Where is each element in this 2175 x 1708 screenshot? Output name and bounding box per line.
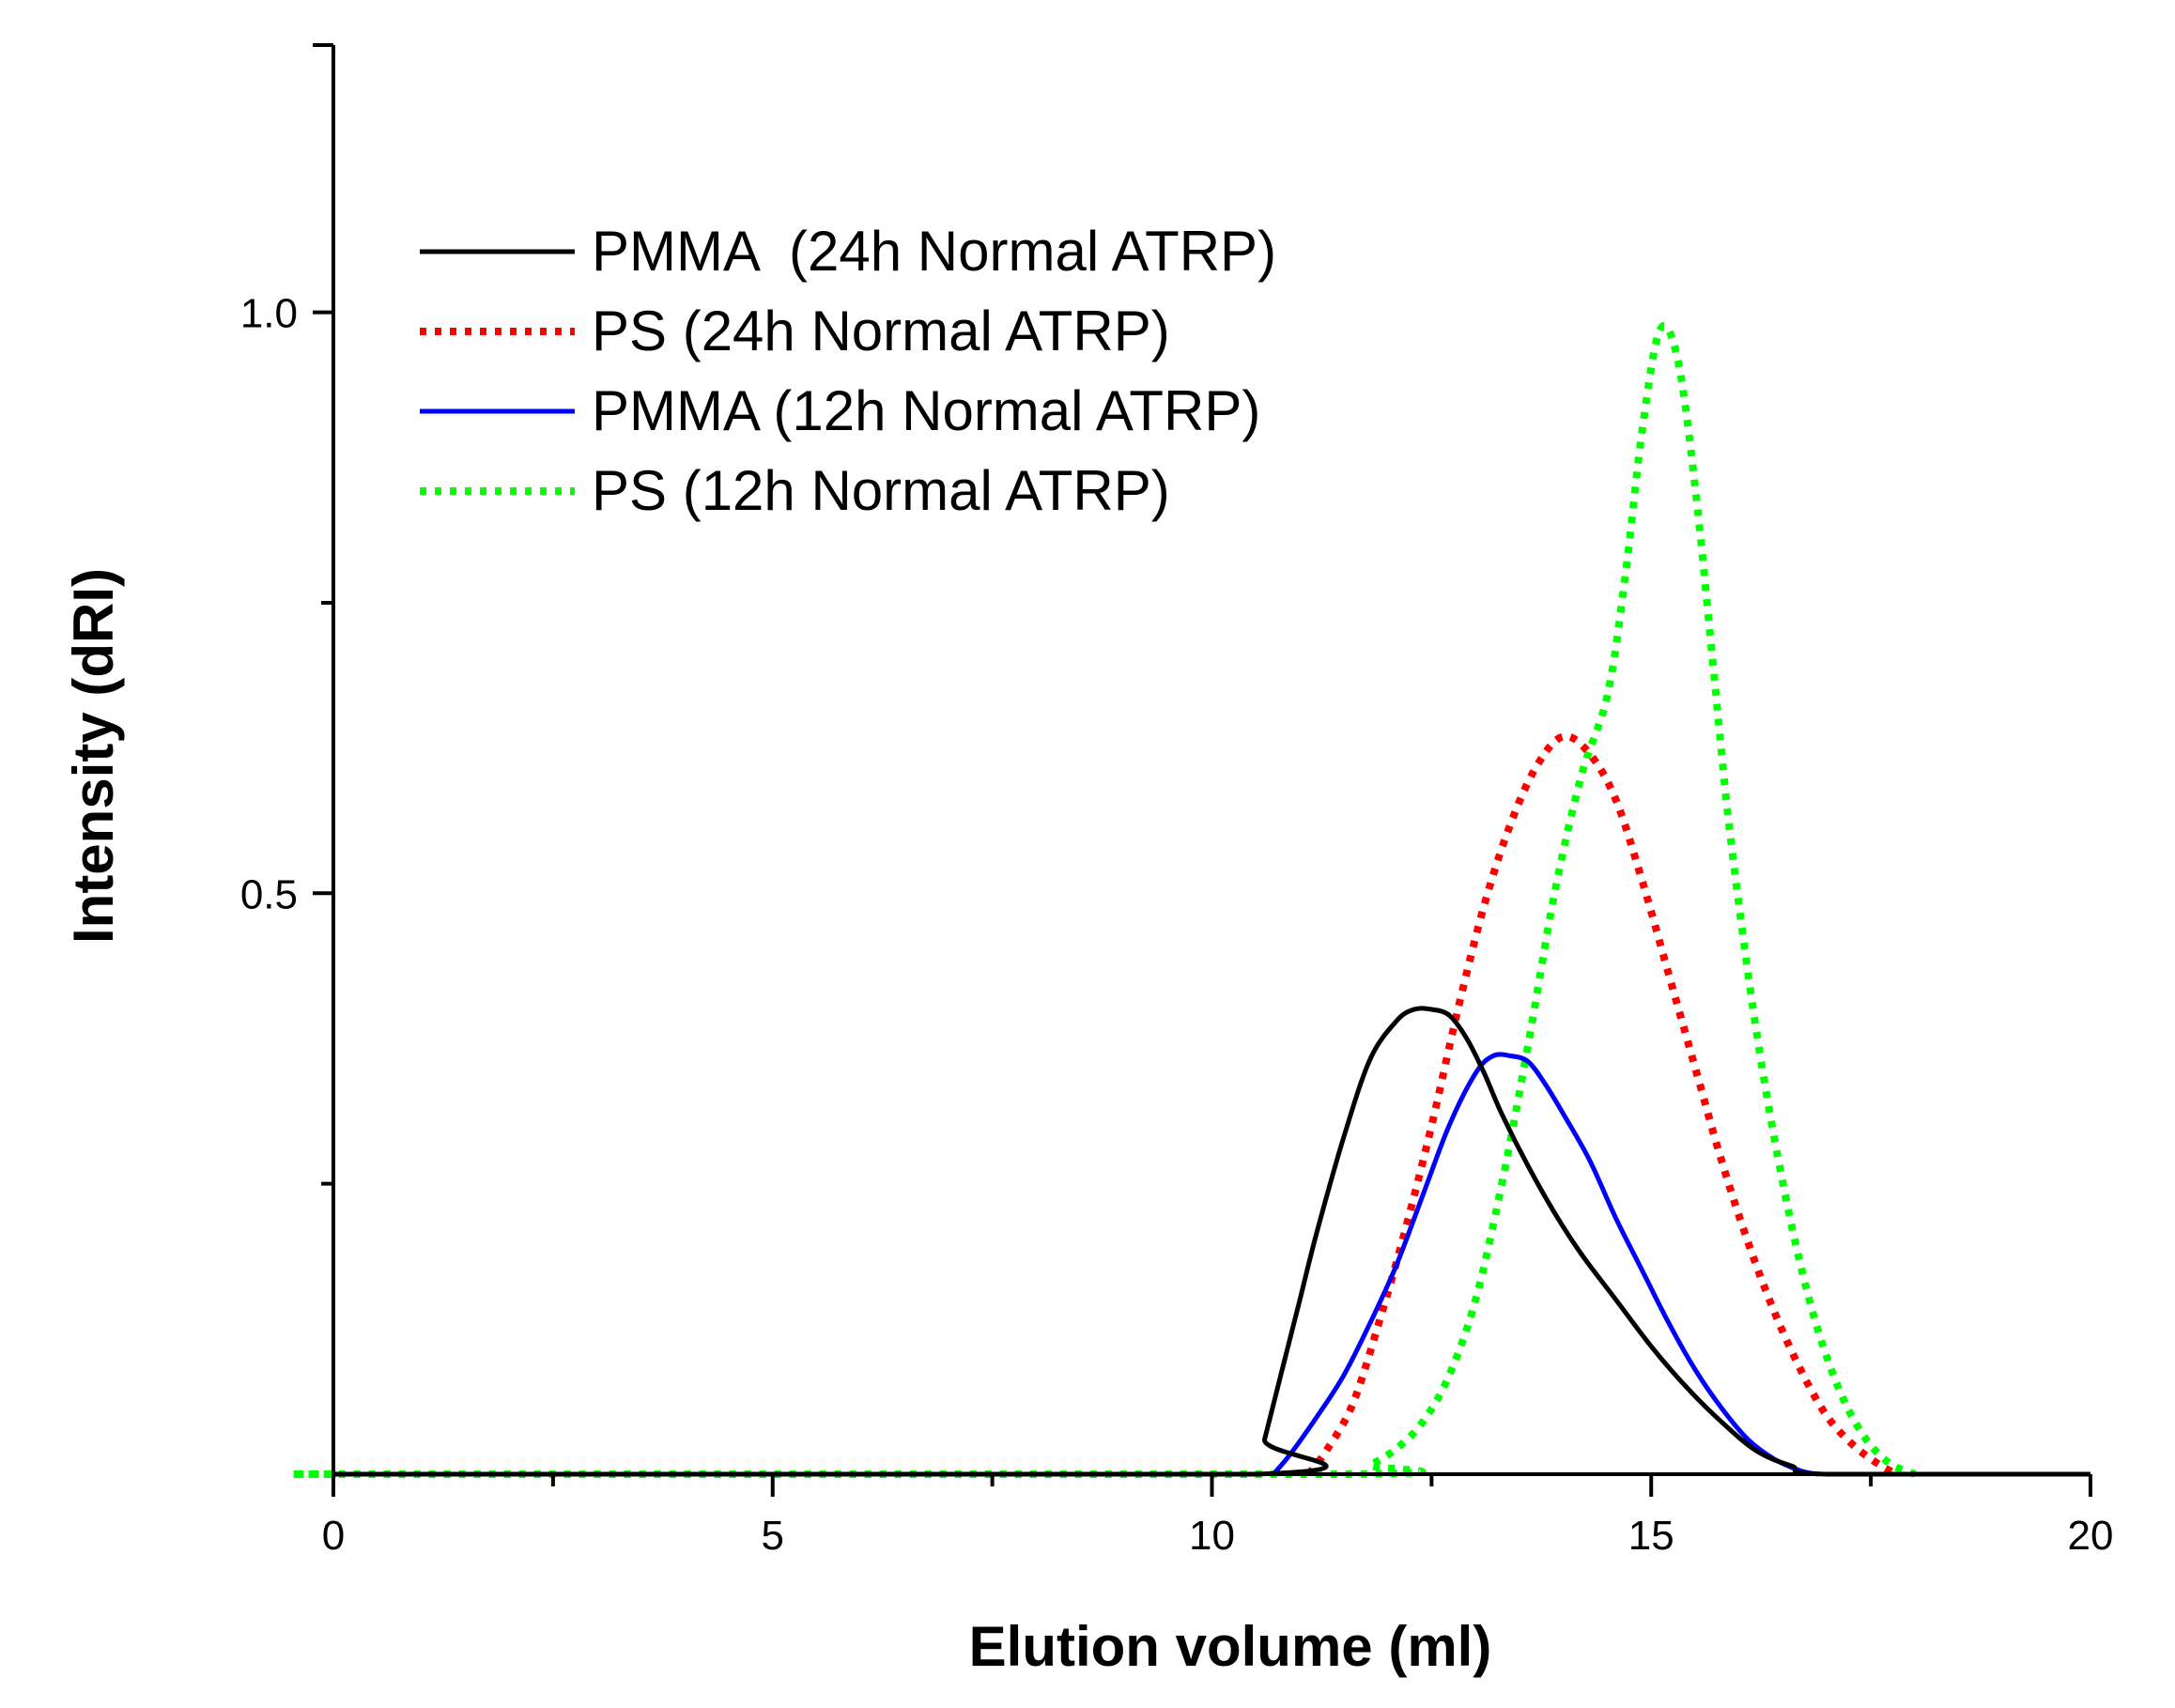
- x-axis-title: Elution volume (ml): [969, 1615, 1492, 1678]
- series-line-ps-12h-normal-atrp: [287, 321, 1917, 1479]
- x-tick-label: 0: [322, 1513, 345, 1559]
- legend: PMMA (24h Normal ATRP) PS (24h Normal ATR…: [420, 220, 1276, 522]
- ticks-layer: 0 5 10 15 20 0.5 1.0: [240, 291, 2114, 1559]
- x-tick-label: 15: [1628, 1513, 1674, 1559]
- series-layer: [287, 321, 2090, 1479]
- series-line-pmma-12h-normal-atrp: [1272, 1052, 1819, 1477]
- x-tick-label: 10: [1189, 1513, 1235, 1559]
- legend-label: PS (12h Normal ATRP): [592, 459, 1170, 522]
- y-axis-title: Intensity (dRI): [62, 568, 125, 944]
- series-line-ps-24h-normal-atrp: [1305, 732, 1900, 1478]
- series-line-pmma-24h-normal-atrp: [332, 1006, 2090, 1477]
- legend-label: PMMA (12h Normal ATRP): [592, 379, 1260, 442]
- y-tick-label: 0.5: [240, 871, 298, 917]
- x-tick-label: 20: [2068, 1513, 2114, 1559]
- legend-label: PS (24h Normal ATRP): [592, 300, 1170, 362]
- x-tick-label: 5: [762, 1513, 784, 1559]
- y-tick-label: 1.0: [240, 291, 298, 337]
- legend-label: PMMA (24h Normal ATRP): [592, 220, 1276, 283]
